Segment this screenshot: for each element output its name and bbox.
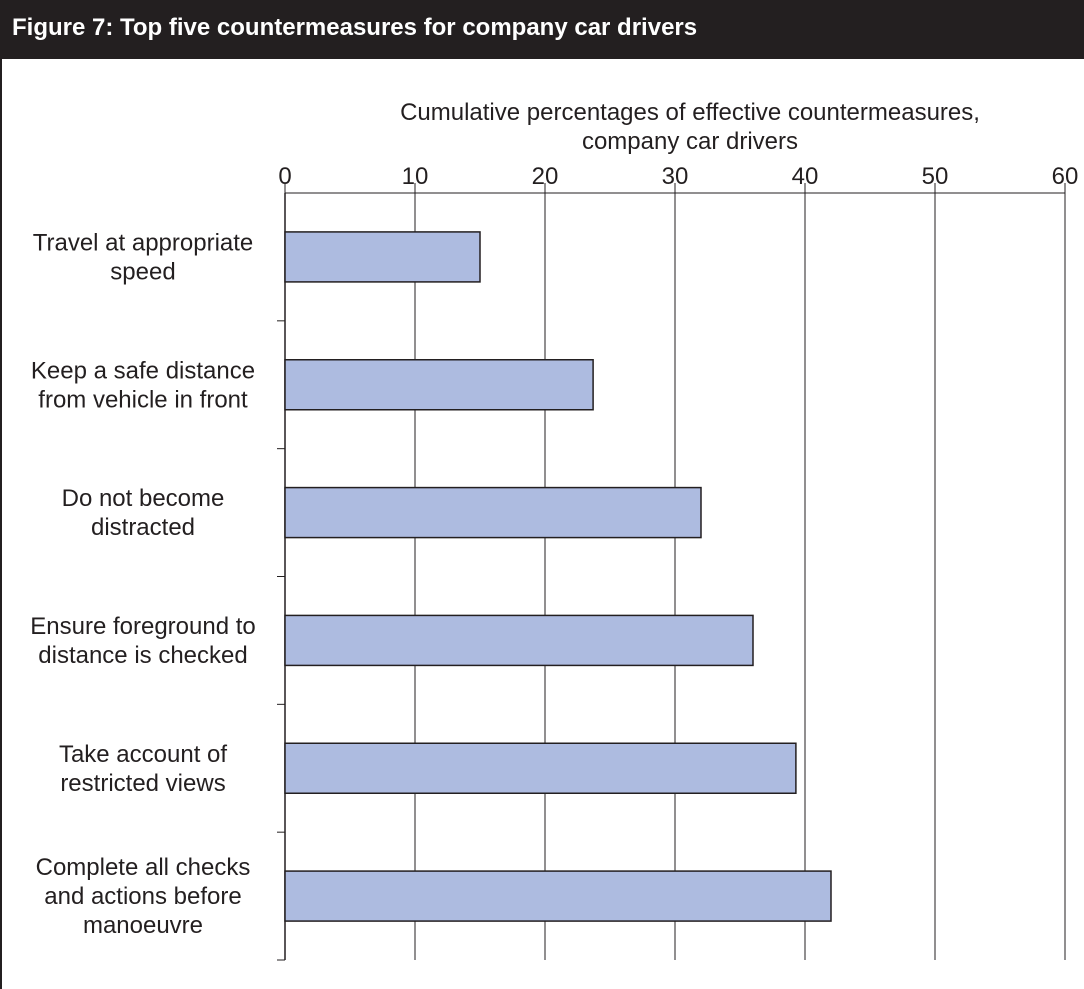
bar <box>284 486 702 539</box>
x-axis-title-line-1: Cumulative percentages of effective coun… <box>400 99 980 126</box>
category-label-line: manoeuvre <box>83 912 203 939</box>
category-label: Complete all checks and actions before man… <box>36 854 251 939</box>
category-label-line: Keep a safe distance <box>31 357 255 384</box>
category-label-line: Travel at appropriate <box>33 229 254 256</box>
category-label-line: speed <box>110 258 175 285</box>
category-label-line: Take account of <box>59 741 227 768</box>
bar <box>284 614 754 667</box>
x-tick-label: 0 <box>278 163 291 190</box>
x-tick-label: 50 <box>922 163 949 190</box>
category-label-line: Complete all checks <box>36 854 251 881</box>
bar <box>284 359 594 411</box>
x-tick-label: 10 <box>402 163 429 190</box>
category-label-line: restricted views <box>60 770 225 797</box>
category-label-line: Do not become <box>62 485 225 512</box>
category-label-line: and actions before <box>44 883 241 910</box>
x-tick-label: 40 <box>792 163 819 190</box>
category-label: Keep a safe distance from vehicle in fron… <box>31 357 255 413</box>
category-label-line: from vehicle in front <box>38 386 248 413</box>
category-label: Take account of restricted views <box>59 741 227 797</box>
x-tick-label: 30 <box>662 163 689 190</box>
x-tick-label: 60 <box>1052 163 1079 190</box>
category-label: Do not become distracted <box>62 485 225 541</box>
bar <box>284 742 797 794</box>
category-label-line: distracted <box>91 514 195 541</box>
category-label: Ensure foreground to distance is checked <box>30 613 255 669</box>
bar <box>284 870 832 922</box>
category-label: Travel at appropriate speed <box>33 229 254 285</box>
figure-title: Figure 7: Top five countermeasures for c… <box>12 14 698 41</box>
x-axis-title-line-2: company car drivers <box>581 128 799 155</box>
x-tick-label: 20 <box>532 163 559 190</box>
category-label-line: Ensure foreground to <box>30 613 255 640</box>
bar <box>284 231 481 283</box>
category-label-line: distance is checked <box>38 642 247 669</box>
figure-header: Figure 7: Top five countermeasures for c… <box>0 0 1084 59</box>
